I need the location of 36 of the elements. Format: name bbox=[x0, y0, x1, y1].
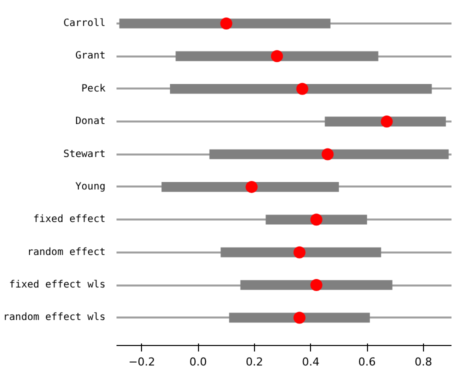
y-tick-label: fixed effect wls bbox=[9, 280, 106, 291]
y-tick-label: Stewart bbox=[63, 148, 106, 160]
y-tick-label: Grant bbox=[75, 50, 106, 62]
point bbox=[270, 50, 283, 62]
y-tick-label: random effect wls bbox=[3, 312, 106, 324]
point bbox=[322, 148, 334, 160]
y-tick-label: Young bbox=[75, 181, 106, 192]
bar bbox=[209, 149, 449, 160]
y-tick-label: Carroll bbox=[63, 18, 106, 29]
y-tick-label: Donat bbox=[75, 116, 106, 128]
bar bbox=[324, 116, 446, 126]
point bbox=[293, 246, 306, 258]
bar bbox=[162, 182, 339, 192]
bar bbox=[119, 18, 330, 28]
point bbox=[380, 116, 393, 128]
x-tick-label: 0.8 bbox=[414, 356, 432, 368]
x-tick-label: 0.2 bbox=[246, 356, 264, 368]
point bbox=[246, 180, 258, 193]
bar bbox=[170, 84, 432, 94]
x-tick-label: 0.4 bbox=[302, 356, 320, 368]
point bbox=[310, 214, 322, 226]
bar bbox=[240, 280, 392, 290]
point bbox=[293, 312, 306, 324]
x-tick-label: 0.0 bbox=[189, 356, 207, 368]
bar bbox=[229, 312, 370, 323]
bar bbox=[266, 214, 368, 225]
bar bbox=[176, 51, 378, 62]
x-tick-label: 0.6 bbox=[358, 356, 376, 368]
y-tick-label: random effect bbox=[27, 246, 106, 258]
bar bbox=[220, 247, 382, 258]
y-tick-label: fixed effect bbox=[33, 214, 106, 226]
point bbox=[296, 82, 308, 95]
point bbox=[310, 279, 322, 292]
y-tick-label: Peck bbox=[81, 83, 106, 94]
point bbox=[220, 17, 232, 30]
x-tick-label: −0.2 bbox=[128, 356, 156, 368]
